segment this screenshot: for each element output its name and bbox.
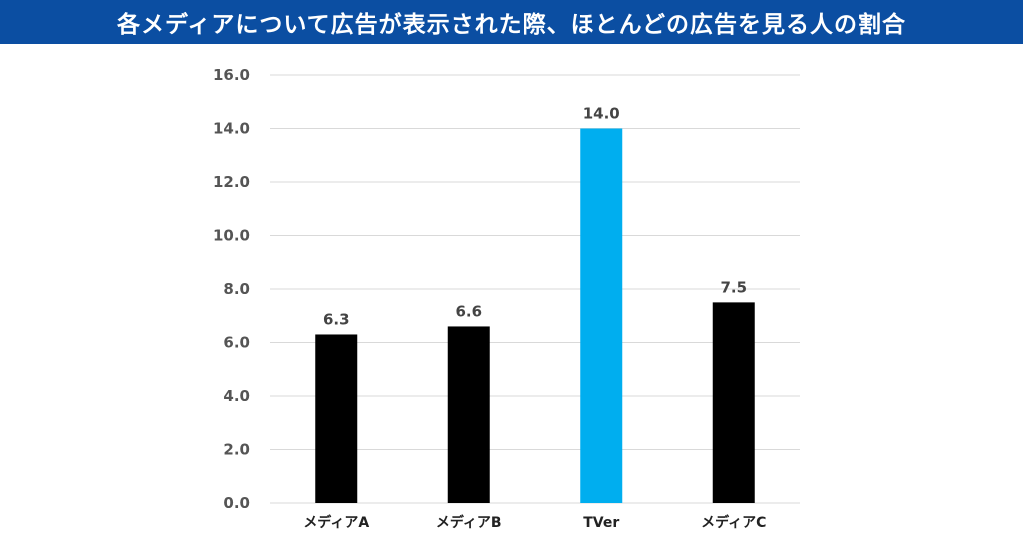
bar [712, 302, 755, 503]
data-label: 6.6 [455, 302, 482, 320]
x-category-label: メディアB [436, 514, 502, 531]
y-tick-label: 16.0 [213, 66, 250, 84]
x-category-label: TVer [583, 515, 619, 531]
data-label: 7.5 [720, 278, 747, 296]
title-bar: 各メディアについて広告が表示された際、ほとんどの広告を見る人の割合 [0, 0, 1023, 44]
x-category-label: メディアA [303, 514, 369, 531]
bar [580, 128, 623, 503]
bar [447, 326, 490, 503]
x-category-label: メディアC [701, 514, 766, 531]
chart-title: 各メディアについて広告が表示された際、ほとんどの広告を見る人の割合 [116, 12, 906, 38]
y-tick-label: 2.0 [223, 441, 250, 459]
y-tick-label: 14.0 [213, 120, 250, 138]
y-tick-label: 10.0 [213, 227, 250, 245]
y-tick-label: 4.0 [223, 387, 250, 405]
y-tick-label: 6.0 [223, 334, 250, 352]
y-tick-label: 8.0 [223, 280, 250, 298]
bar [315, 334, 358, 503]
data-label: 6.3 [323, 310, 350, 328]
data-label: 14.0 [583, 105, 620, 123]
y-tick-label: 12.0 [213, 173, 250, 191]
y-tick-label: 0.0 [223, 494, 250, 512]
